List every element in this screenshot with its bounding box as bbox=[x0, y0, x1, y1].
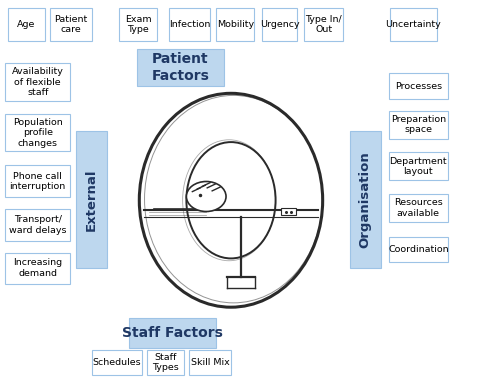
Text: Population
profile
changes: Population profile changes bbox=[13, 118, 62, 148]
FancyBboxPatch shape bbox=[8, 8, 45, 41]
Text: Uncertainty: Uncertainty bbox=[385, 20, 441, 29]
Text: Resources
available: Resources available bbox=[394, 198, 442, 218]
Text: Processes: Processes bbox=[395, 82, 442, 91]
FancyBboxPatch shape bbox=[216, 8, 254, 41]
FancyBboxPatch shape bbox=[388, 194, 448, 222]
Text: Staff Factors: Staff Factors bbox=[122, 326, 223, 340]
Text: Transport/
ward delays: Transport/ ward delays bbox=[9, 215, 66, 234]
FancyBboxPatch shape bbox=[350, 131, 380, 268]
FancyBboxPatch shape bbox=[120, 8, 156, 41]
FancyBboxPatch shape bbox=[388, 73, 448, 99]
Text: Coordination: Coordination bbox=[388, 245, 448, 254]
FancyBboxPatch shape bbox=[390, 8, 436, 41]
Text: Infection: Infection bbox=[168, 20, 210, 29]
FancyBboxPatch shape bbox=[6, 253, 70, 284]
FancyBboxPatch shape bbox=[50, 8, 92, 41]
FancyBboxPatch shape bbox=[137, 49, 224, 86]
Text: Age: Age bbox=[18, 20, 36, 29]
FancyBboxPatch shape bbox=[76, 131, 107, 268]
FancyBboxPatch shape bbox=[6, 114, 70, 152]
FancyBboxPatch shape bbox=[388, 152, 448, 180]
FancyBboxPatch shape bbox=[6, 165, 70, 197]
Text: Schedules: Schedules bbox=[92, 358, 142, 367]
Text: Availability
of flexible
staff: Availability of flexible staff bbox=[12, 67, 64, 97]
FancyBboxPatch shape bbox=[130, 318, 216, 349]
Text: Organisation: Organisation bbox=[359, 151, 372, 248]
FancyBboxPatch shape bbox=[169, 8, 209, 41]
Text: Phone call
interruption: Phone call interruption bbox=[10, 172, 66, 191]
Text: Skill Mix: Skill Mix bbox=[190, 358, 230, 367]
Text: Type In/
Out: Type In/ Out bbox=[306, 15, 342, 34]
FancyBboxPatch shape bbox=[6, 209, 70, 241]
FancyBboxPatch shape bbox=[146, 350, 184, 375]
FancyBboxPatch shape bbox=[282, 208, 296, 215]
Text: Patient
care: Patient care bbox=[54, 15, 88, 34]
Ellipse shape bbox=[186, 142, 276, 259]
Text: Preparation
space: Preparation space bbox=[391, 115, 446, 134]
Text: Urgency: Urgency bbox=[260, 20, 300, 29]
Text: Exam
Type: Exam Type bbox=[125, 15, 152, 34]
Text: Staff
Types: Staff Types bbox=[152, 353, 178, 372]
FancyBboxPatch shape bbox=[262, 8, 298, 41]
Text: Mobility: Mobility bbox=[216, 20, 254, 29]
Circle shape bbox=[186, 181, 226, 212]
FancyBboxPatch shape bbox=[92, 350, 142, 375]
FancyBboxPatch shape bbox=[388, 237, 448, 262]
FancyBboxPatch shape bbox=[6, 63, 70, 101]
Text: Patient
Factors: Patient Factors bbox=[152, 52, 209, 82]
FancyBboxPatch shape bbox=[189, 350, 231, 375]
Text: Increasing
demand: Increasing demand bbox=[13, 259, 62, 278]
FancyBboxPatch shape bbox=[388, 111, 448, 139]
FancyBboxPatch shape bbox=[304, 8, 344, 41]
Text: External: External bbox=[85, 168, 98, 231]
Text: Department
layout: Department layout bbox=[390, 156, 447, 176]
